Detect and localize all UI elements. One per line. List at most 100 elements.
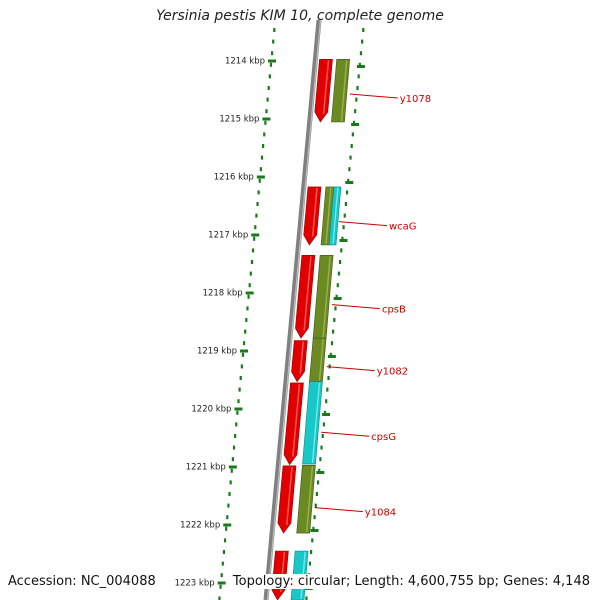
axis-tick (234, 407, 243, 411)
inner-dot (352, 120, 356, 125)
inner-dot (347, 178, 350, 183)
inner-axis-tick (316, 471, 325, 474)
gene-labels: y1078 wcaG cpsB y1082 cpsG y1084 (314, 93, 431, 519)
inner-axis-tick (356, 65, 365, 68)
outer-dot (257, 190, 260, 195)
reverse-gene-shine (311, 382, 321, 464)
inner-dot (310, 550, 313, 554)
outer-tick-dots (218, 28, 276, 600)
inner-dot (334, 306, 337, 311)
gene-label-leader (326, 366, 375, 372)
inner-dot (320, 445, 323, 450)
outer-dot (270, 51, 274, 56)
reverse-gene-shape (331, 58, 351, 123)
axis-tick-label: 1221 kbp (186, 463, 226, 473)
inner-dot (336, 283, 339, 288)
forward-gene (277, 465, 297, 534)
inner-dot (329, 352, 332, 357)
forward-gene-shape (283, 382, 304, 466)
inner-dot (341, 236, 344, 241)
reverse-gene (309, 337, 327, 383)
gene-label-group: cpsB (331, 304, 406, 316)
axis-tick-label: 1217 kbp (208, 231, 248, 241)
reverse-gene-shape (312, 255, 334, 339)
outer-dot (220, 573, 223, 578)
axis-tick (262, 117, 271, 121)
inner-axis-tick (327, 355, 336, 358)
inner-dot (313, 515, 316, 520)
outer-dot (218, 596, 221, 600)
outer-dot (245, 318, 248, 322)
inner-dot (356, 86, 359, 90)
axis-ticks (217, 59, 365, 590)
outer-dot (234, 434, 237, 438)
axis-tick (268, 59, 277, 63)
inner-dot (308, 561, 312, 566)
gene-label-leader (349, 93, 398, 99)
inner-dot (344, 202, 347, 206)
outer-dot (226, 515, 229, 520)
outer-dot (255, 213, 258, 218)
gene-label-group: y1082 (326, 366, 408, 378)
outer-dot (229, 480, 232, 485)
inner-dot (355, 97, 358, 102)
inner-dot (358, 62, 361, 67)
reverse-gene (296, 464, 316, 534)
axis-tick (251, 233, 260, 237)
axis-tick (245, 291, 254, 295)
axis-tick-label: 1216 kbp (214, 173, 254, 183)
axis-tick-label: 1223 kbp (175, 579, 215, 589)
outer-dot (269, 62, 273, 67)
reverse-gene-shine (325, 187, 332, 244)
axis-tick (217, 581, 226, 585)
inner-dot (350, 144, 353, 148)
outer-dot (267, 86, 270, 90)
forward-gene-shine (311, 187, 318, 237)
outer-dot (237, 399, 240, 404)
inner-dot (349, 155, 352, 160)
inner-dot (316, 480, 320, 485)
gene-label-group: y1078 (349, 93, 431, 105)
forward-gene-shape (291, 340, 308, 383)
inner-dot (323, 410, 327, 415)
inner-dot (345, 190, 349, 195)
forward-gene-shine (303, 256, 312, 331)
inner-dot (354, 109, 357, 114)
backbone-highlight (266, 19, 322, 600)
outer-dot (246, 306, 249, 311)
reverse-gene-shine (305, 466, 314, 533)
forward-gene (291, 340, 308, 383)
outer-dot (268, 74, 271, 79)
inner-dot (318, 468, 321, 473)
inner-dot (328, 364, 331, 369)
gene-label: cpsB (382, 305, 406, 316)
gene-label: y1084 (365, 508, 396, 519)
reverse-gene-shape (302, 381, 323, 465)
reverse-gene (302, 381, 323, 465)
forward-gene-shine (292, 383, 301, 457)
gene-label-group: y1084 (314, 507, 396, 519)
track-end-marker (362, 18, 368, 20)
inner-dot (342, 225, 345, 230)
inner-axis-tick (351, 123, 360, 126)
inner-dot (321, 434, 324, 438)
outer-dot (263, 132, 266, 137)
inner-axis-tick (339, 239, 348, 242)
inner-dot (312, 526, 315, 531)
gene-label: y1078 (400, 94, 431, 105)
outer-dot (219, 584, 222, 589)
inner-dot (343, 213, 346, 218)
outer-dot (238, 387, 241, 392)
outer-dot (265, 109, 268, 114)
forward-gene-shine (285, 466, 293, 526)
inner-dot (361, 39, 364, 44)
accession-text: Accession: NC_004088 (8, 574, 156, 589)
axis-tick (256, 175, 265, 179)
inner-dot (325, 399, 328, 404)
reverse-gene (331, 58, 351, 123)
outer-dot (260, 155, 264, 160)
inner-dot (330, 341, 334, 346)
gene-label: cpsG (371, 432, 396, 443)
forward-gene-shine (299, 341, 305, 374)
